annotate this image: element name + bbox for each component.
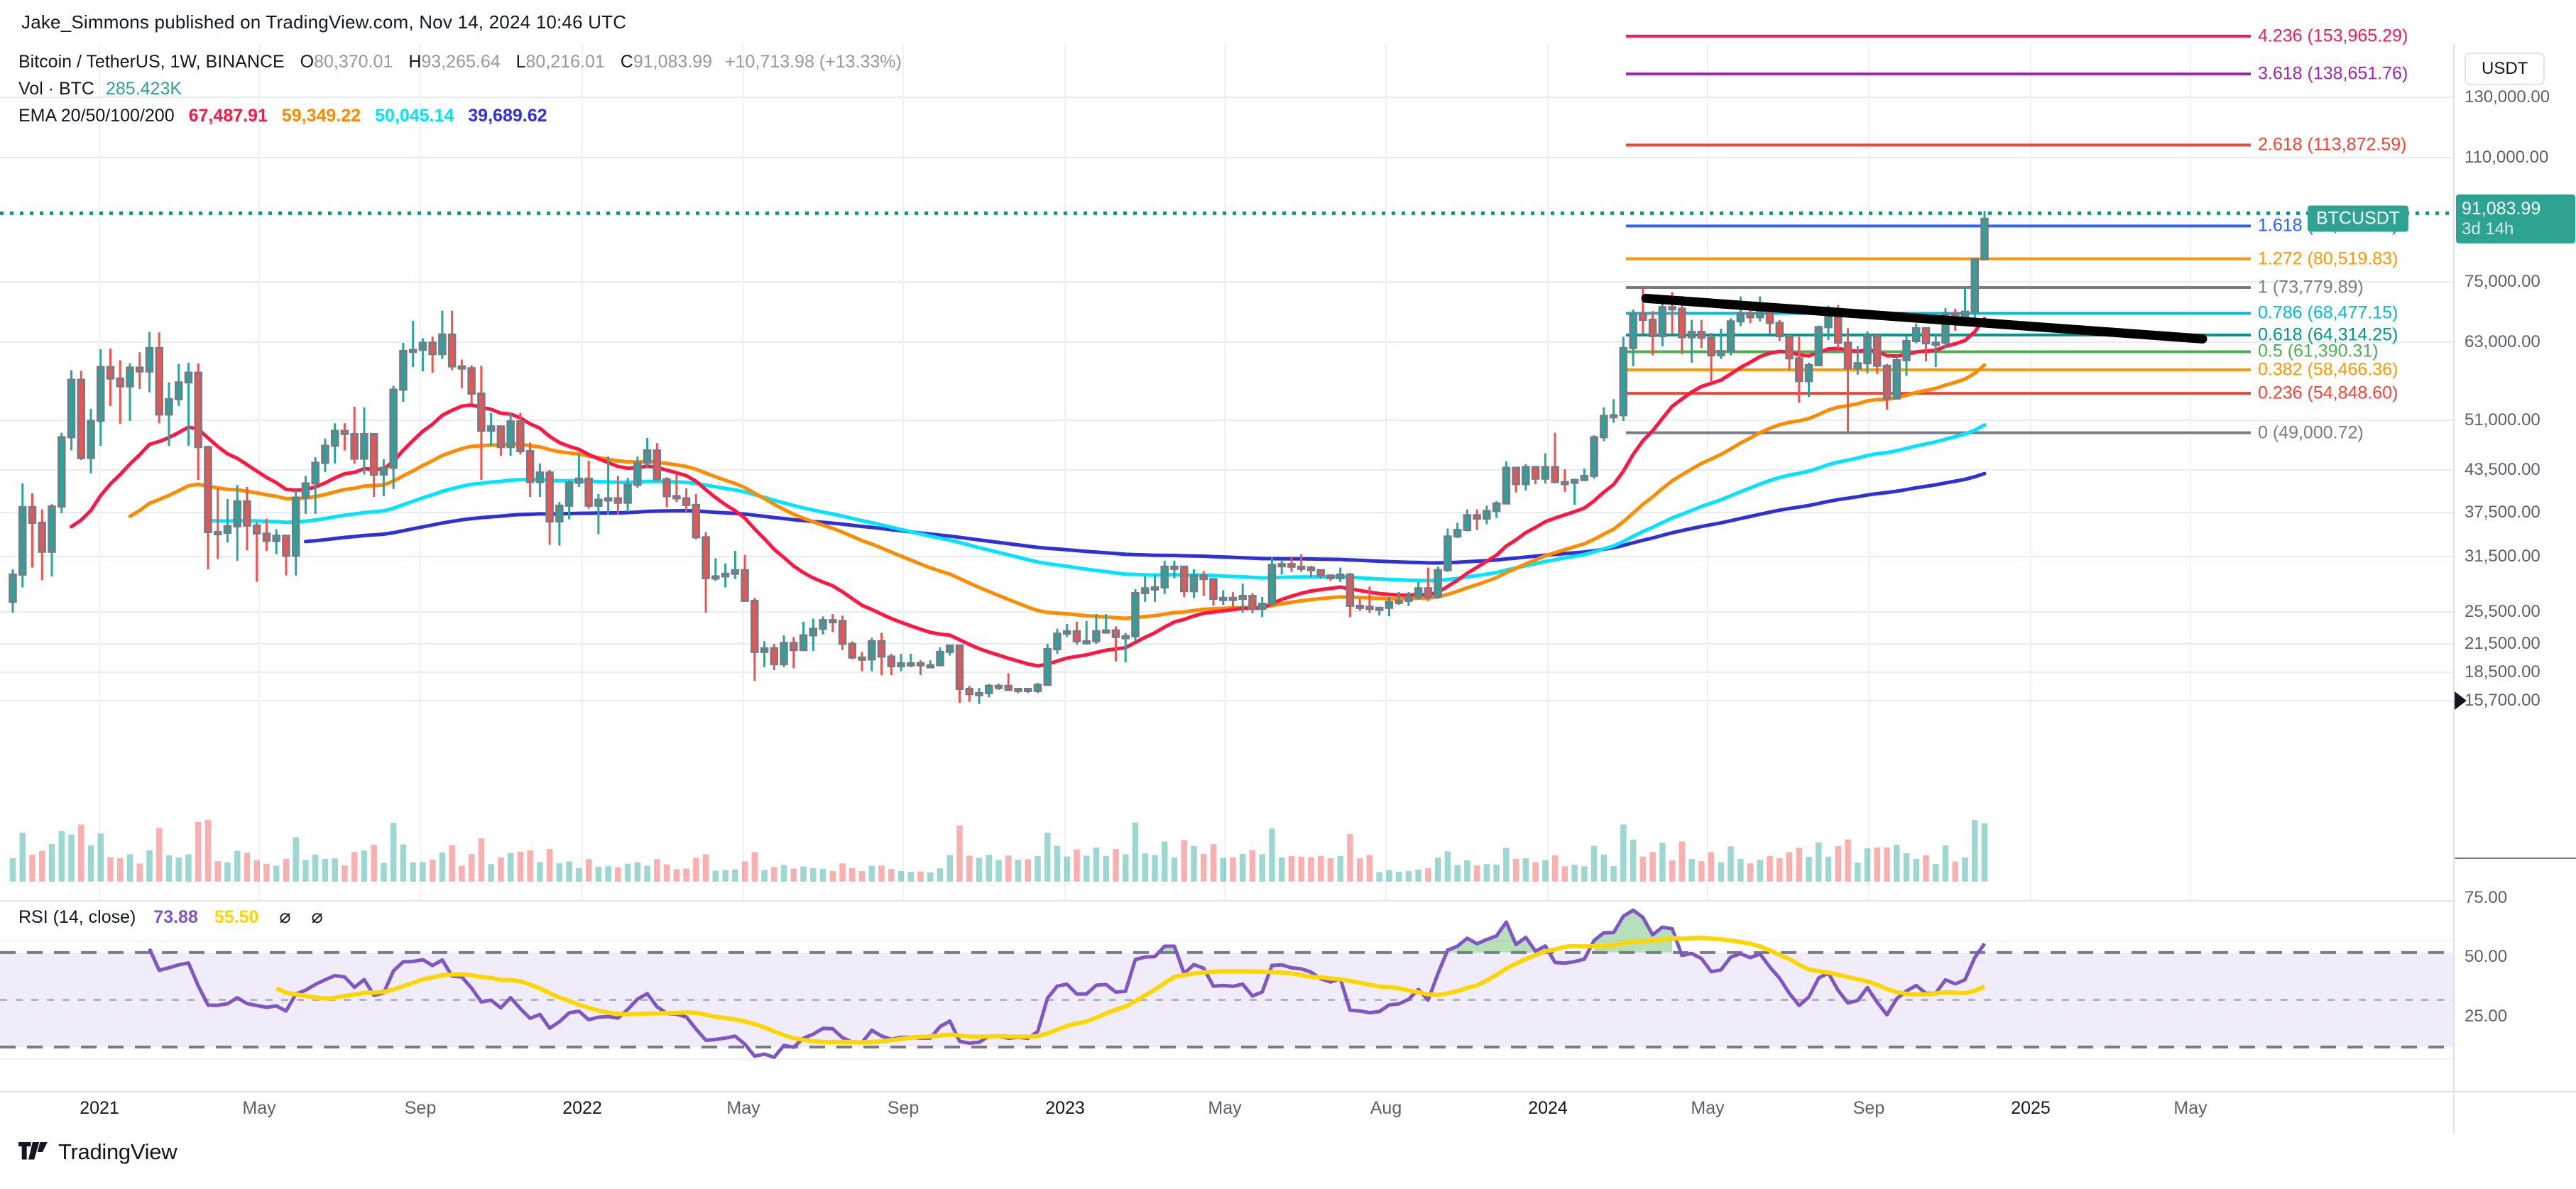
rsi-na2: ⌀	[311, 906, 323, 927]
time-tick-may-4: May	[726, 1098, 760, 1118]
price-pane-svg	[0, 34, 2453, 900]
time-scale-corner	[2453, 1091, 2576, 1134]
rsi-pane[interactable]: RSI (14, close) 73.88 55.50 ⌀ ⌀	[0, 902, 2453, 1091]
time-tick-sep-11: Sep	[1852, 1098, 1885, 1118]
fib-label-1: 1 (73,779.89)	[2258, 277, 2364, 297]
price-scale[interactable]: USDT 130,000.00 110,000.00 75,000.00 63,000…	[2453, 44, 2576, 1091]
fib-label-2-618: 2.618 (113,872.59)	[2258, 134, 2407, 155]
time-scale[interactable]: 2021 May Sep 2022 May Sep 2023 May Aug 2024 May Sep…	[0, 1091, 2453, 1134]
current-price-value: 91,083.99	[2462, 199, 2541, 219]
fib-label-0-786: 0.786 (68,477.15)	[2258, 302, 2398, 323]
tradingview-brand: TradingView	[58, 1139, 178, 1164]
time-tick-sep-2: Sep	[404, 1098, 437, 1118]
pane-divider	[0, 900, 2453, 902]
fib-label-0-618: 0.618 (64,314.25)	[2258, 324, 2398, 345]
rsi-value: 73.88	[153, 907, 198, 927]
time-tick-may-13: May	[2173, 1098, 2207, 1118]
fib-label-0-382: 0.382 (58,466.36)	[2258, 359, 2398, 380]
rsi-tick-0: 75.00	[2465, 888, 2508, 908]
time-tick-2021-0: 2021	[80, 1098, 119, 1118]
time-tick-2022-3: 2022	[562, 1098, 602, 1118]
time-tick-may-10: May	[1691, 1098, 1725, 1118]
rsi-ma-value: 55.50	[214, 907, 259, 927]
time-tick-2024-9: 2024	[1528, 1098, 1568, 1118]
rsi-pane-svg	[0, 908, 2453, 1060]
price-tick-9: 21,500.00	[2465, 634, 2540, 653]
symbol-price-tag: BTCUSDT	[2308, 205, 2409, 232]
price-tick-11: 15,700.00	[2465, 691, 2540, 710]
price-tick-4: 51,000.00	[2465, 410, 2540, 429]
current-price-badge: 91,083.99 3d 14h	[2456, 194, 2575, 243]
rsi-tick-1: 50.00	[2465, 947, 2508, 967]
price-tick-1: 110,000.00	[2465, 148, 2549, 167]
chart-canvas[interactable]: Bitcoin / TetherUS, 1W, BINANCE O 80,370.…	[0, 26, 2453, 1091]
fib-label-3-618: 3.618 (138,651.76)	[2258, 63, 2408, 84]
tradingview-logo-icon	[18, 1142, 48, 1160]
fib-label-0: 0 (49,000.72)	[2258, 422, 2364, 443]
rsi-tick-2: 25.00	[2465, 1006, 2508, 1026]
fib-label-4-236: 4.236 (153,965.29)	[2258, 26, 2408, 46]
price-tick-10: 18,500.00	[2465, 662, 2540, 681]
time-tick-2023-6: 2023	[1045, 1098, 1085, 1118]
time-tick-may-7: May	[1208, 1098, 1242, 1118]
price-tick-0: 130,000.00	[2465, 87, 2550, 106]
rsi-name[interactable]: RSI (14, close)	[18, 907, 136, 927]
price-scale-divider	[2455, 857, 2576, 859]
bar-countdown: 3d 14h	[2462, 219, 2514, 239]
time-tick-2025-12: 2025	[2011, 1098, 2051, 1118]
price-tick-7: 31,500.00	[2465, 547, 2540, 566]
fib-label-1-272: 1.272 (80,519.83)	[2258, 248, 2398, 269]
time-tick-aug-8: Aug	[1370, 1098, 1402, 1118]
tradingview-footer: TradingView	[18, 1139, 178, 1165]
price-tick-3: 63,000.00	[2465, 332, 2540, 351]
time-tick-sep-5: Sep	[887, 1098, 919, 1118]
price-tick-2: 75,000.00	[2465, 272, 2540, 291]
price-tick-8: 25,500.00	[2465, 602, 2540, 621]
price-pane[interactable]: Bitcoin / TetherUS, 1W, BINANCE O 80,370.…	[0, 26, 2453, 900]
rsi-legend: RSI (14, close) 73.88 55.50 ⌀ ⌀	[18, 906, 323, 928]
currency-chip[interactable]: USDT	[2465, 53, 2545, 85]
publish-text: Jake_Simmons published on TradingView.co…	[21, 11, 627, 33]
time-tick-may-1: May	[242, 1098, 276, 1118]
price-scale-marker-arrow	[2455, 691, 2467, 710]
price-tick-6: 37,500.00	[2465, 503, 2540, 522]
price-tick-5: 43,500.00	[2465, 460, 2540, 479]
fib-label-0-5: 0.5 (61,390.31)	[2258, 341, 2379, 361]
fib-label-0-236: 0.236 (54,848.60)	[2258, 383, 2398, 403]
rsi-na1: ⌀	[279, 906, 291, 927]
publish-info-bar: Jake_Simmons published on TradingView.co…	[0, 0, 2576, 44]
